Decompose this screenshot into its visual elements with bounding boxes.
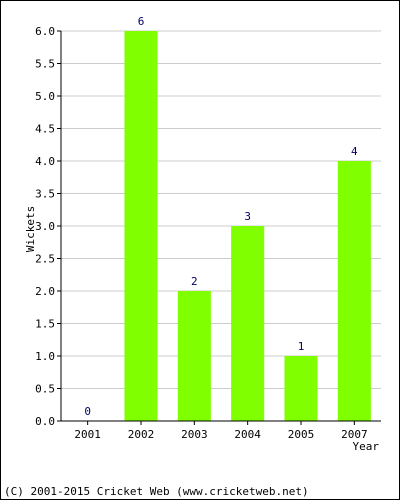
data-label: 4	[351, 145, 358, 158]
y-tick-label: 2.5	[35, 253, 55, 266]
data-label: 1	[298, 340, 305, 353]
y-axis-ticks: 0.0 0.5 1.0 1.5 2.0 2.5 3.0 3.5 4.0 4.5 5.0 5.5 6.0	[35, 25, 61, 428]
bar	[231, 226, 265, 421]
y-tick-label: 5.0	[35, 90, 55, 103]
y-tick-label: 1.0	[35, 350, 55, 363]
data-label: 2	[191, 275, 198, 288]
y-tick-label: 1.5	[35, 318, 55, 331]
bar	[337, 161, 371, 421]
y-tick-label: 6.0	[35, 25, 55, 38]
x-tick-label: 2007	[341, 428, 368, 441]
y-tick-label: 4.0	[35, 155, 55, 168]
y-tick-label: 0.0	[35, 415, 55, 428]
copyright-footer: (C) 2001-2015 Cricket Web (www.cricketwe…	[4, 485, 309, 498]
x-tick-label: 2004	[234, 428, 261, 441]
bar	[124, 31, 158, 421]
y-tick-label: 5.5	[35, 58, 55, 71]
data-label: 6	[138, 15, 145, 28]
y-tick-label: 3.5	[35, 188, 55, 201]
bar	[284, 356, 318, 421]
x-tick-label: 2001	[74, 428, 101, 441]
y-axis-title: Wickets	[24, 206, 37, 252]
data-label: 3	[244, 210, 251, 223]
x-tick-label: 2005	[288, 428, 315, 441]
x-axis-title: Year	[353, 440, 380, 453]
y-tick-label: 4.5	[35, 123, 55, 136]
x-axis-ticks: 2001 2002 2003 2004 2005 2007	[74, 421, 368, 441]
x-tick-label: 2003	[181, 428, 208, 441]
y-tick-label: 2.0	[35, 285, 55, 298]
y-tick-label: 0.5	[35, 383, 55, 396]
x-tick-label: 2002	[128, 428, 155, 441]
bar	[177, 291, 211, 421]
data-labels: 0 6 2 3 1 4	[84, 15, 358, 418]
bars	[124, 31, 371, 421]
y-tick-label: 3.0	[35, 220, 55, 233]
data-label: 0	[84, 405, 91, 418]
grid-lines	[61, 30, 381, 389]
